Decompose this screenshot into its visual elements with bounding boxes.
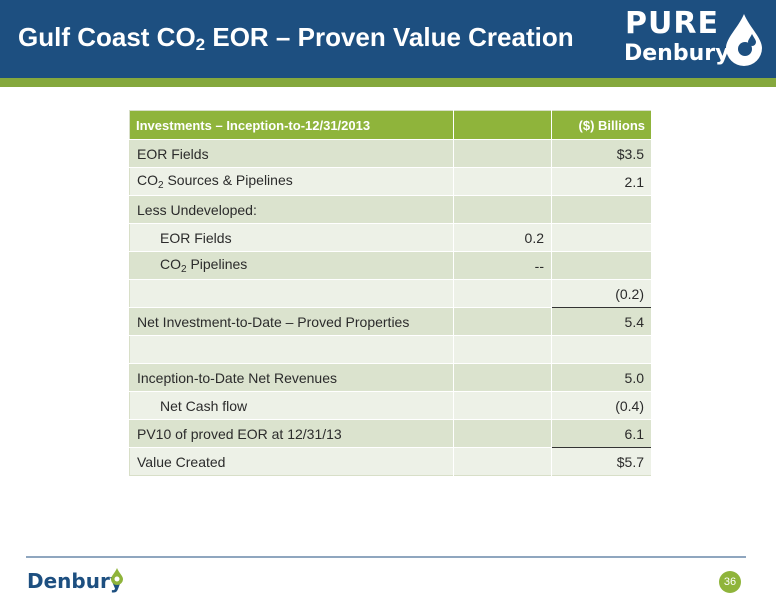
footer-divider bbox=[26, 556, 746, 558]
table-row: Net Cash flow (0.4) bbox=[129, 391, 652, 420]
water-drop-icon bbox=[726, 14, 762, 66]
table-row: Net Investment-to-Date – Proved Properti… bbox=[129, 307, 652, 336]
header-bar bbox=[0, 0, 776, 78]
row-label: Net Cash flow bbox=[129, 391, 454, 420]
row-value: $5.7 bbox=[551, 447, 652, 476]
header-accent-stripe bbox=[0, 78, 776, 87]
pure-logo-text: PURE bbox=[625, 6, 719, 41]
denbury-logo-text: Denbury bbox=[624, 41, 730, 66]
row-label bbox=[129, 279, 454, 308]
footer-water-drop-icon bbox=[111, 568, 123, 585]
table-row: Value Created $5.7 bbox=[129, 447, 652, 476]
header-unit-label: ($) Billions bbox=[551, 110, 652, 140]
row-value: $3.5 bbox=[551, 139, 652, 168]
row-value: 2.1 bbox=[551, 167, 652, 196]
row-mid-value bbox=[453, 139, 552, 168]
table-row: CO2 Pipelines -- bbox=[129, 251, 652, 280]
row-mid-value bbox=[453, 447, 552, 476]
row-value: (0.2) bbox=[551, 279, 652, 308]
row-label: EOR Fields bbox=[129, 223, 454, 252]
page-title-part2: EOR – Proven Value Creation bbox=[205, 22, 574, 52]
row-mid-value bbox=[453, 419, 552, 448]
table-row: CO2 Sources & Pipelines 2.1 bbox=[129, 167, 652, 196]
row-label-pre: CO bbox=[137, 172, 158, 188]
row-mid-value bbox=[453, 363, 552, 392]
page-title: Gulf Coast CO2 EOR – Proven Value Creati… bbox=[18, 22, 574, 55]
row-label-post: Sources & Pipelines bbox=[163, 172, 293, 188]
row-label: EOR Fields bbox=[129, 139, 454, 168]
page-title-part1: Gulf Coast CO bbox=[18, 22, 196, 52]
row-label bbox=[129, 335, 454, 364]
row-value bbox=[551, 223, 652, 252]
row-mid-value: -- bbox=[453, 251, 552, 280]
row-value bbox=[551, 335, 652, 364]
footer-denbury-logo: Denbury bbox=[27, 569, 123, 593]
row-label-post: Pipelines bbox=[186, 256, 248, 272]
table-row: EOR Fields $3.5 bbox=[129, 139, 652, 168]
row-mid-value bbox=[453, 391, 552, 420]
table-row: PV10 of proved EOR at 12/31/13 6.1 bbox=[129, 419, 652, 448]
page-title-subscript: 2 bbox=[195, 35, 206, 54]
table-header-row: Investments – Inception-to-12/31/2013 ($… bbox=[129, 110, 652, 140]
row-label: CO2 Pipelines bbox=[129, 251, 454, 280]
row-mid-value: 0.2 bbox=[453, 223, 552, 252]
row-mid-value bbox=[453, 279, 552, 308]
table-row bbox=[129, 335, 652, 364]
table-row: (0.2) bbox=[129, 279, 652, 308]
row-value bbox=[551, 195, 652, 224]
row-value: 6.1 bbox=[551, 419, 652, 448]
row-mid-value bbox=[453, 167, 552, 196]
page-number-badge: 36 bbox=[719, 571, 741, 593]
row-label-subscript: 2 bbox=[158, 180, 164, 191]
header-investments-label: Investments – Inception-to-12/31/2013 bbox=[129, 110, 454, 140]
row-value bbox=[551, 251, 652, 280]
row-label: Inception-to-Date Net Revenues bbox=[129, 363, 454, 392]
table-row: Inception-to-Date Net Revenues 5.0 bbox=[129, 363, 652, 392]
row-label: Value Created bbox=[129, 447, 454, 476]
row-value: 5.4 bbox=[551, 307, 652, 336]
row-label: PV10 of proved EOR at 12/31/13 bbox=[129, 419, 454, 448]
row-label: Less Undeveloped: bbox=[129, 195, 454, 224]
row-value: 5.0 bbox=[551, 363, 652, 392]
row-mid-value bbox=[453, 307, 552, 336]
header-middle-cell bbox=[453, 110, 552, 140]
row-label: Net Investment-to-Date – Proved Properti… bbox=[129, 307, 454, 336]
row-value: (0.4) bbox=[551, 391, 652, 420]
row-mid-value bbox=[453, 335, 552, 364]
table-row: EOR Fields 0.2 bbox=[129, 223, 652, 252]
row-mid-value bbox=[453, 195, 552, 224]
table-row: Less Undeveloped: bbox=[129, 195, 652, 224]
row-label: CO2 Sources & Pipelines bbox=[129, 167, 454, 196]
row-label-pre: CO bbox=[160, 256, 181, 272]
investments-table: Investments – Inception-to-12/31/2013 ($… bbox=[129, 110, 652, 476]
row-label-subscript: 2 bbox=[181, 264, 187, 275]
